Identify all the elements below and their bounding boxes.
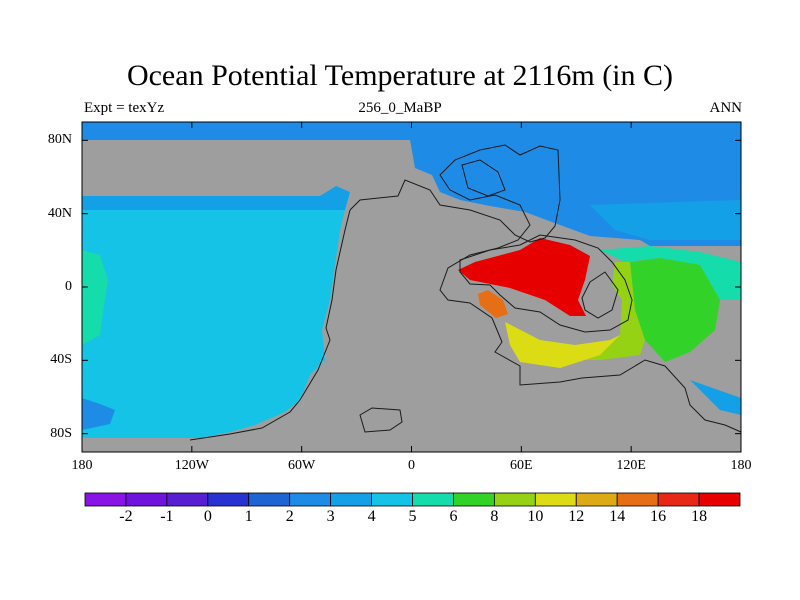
colorbar-box-10	[493, 492, 536, 507]
tethys-island-outline	[581, 271, 619, 319]
eastern-tethys-region	[630, 258, 720, 362]
colorbar-box-6	[330, 492, 372, 507]
colorbar-box-1	[125, 492, 168, 507]
lat-tick-label: 0	[65, 279, 72, 294]
lon-tick-label: 120E	[616, 458, 646, 473]
colorbar-box-14	[657, 492, 700, 507]
northern-mid-ocean-east	[590, 200, 741, 240]
lat-tick-label: 40N	[47, 205, 72, 221]
colorbar-box-0	[84, 492, 127, 507]
lat-tick-label: 40S	[50, 352, 72, 368]
tethys-inner-outline	[459, 234, 633, 333]
colorbar-box-5	[289, 492, 332, 507]
colorbar-level-label: 8	[490, 508, 499, 525]
colorbar-level-label: 1	[244, 508, 253, 525]
colorbar-level-label: 12	[568, 508, 585, 525]
colorbar-level-label: 16	[650, 508, 667, 525]
tethys-cove-region	[478, 290, 508, 318]
north-block-outline	[461, 159, 506, 197]
chart-title: Ocean Potential Temperature at 2116m (in…	[126, 59, 674, 92]
coastlines	[189, 144, 742, 441]
lon-tick-label: 120W	[174, 458, 209, 473]
lon-tick-label: 180	[71, 458, 93, 473]
colorbar-box-2	[166, 492, 209, 507]
northern-ocean-region	[82, 122, 741, 246]
southern-ocean-east	[690, 380, 741, 415]
colorbar-boxes	[84, 492, 741, 507]
colorbar-level-label: 10	[527, 508, 544, 525]
lon-tick-label: 0	[408, 458, 415, 473]
colorbar-level-label: -1	[160, 508, 174, 525]
colorbar-level-label: 14	[609, 508, 626, 525]
colorbar-level-label: 3	[326, 508, 335, 525]
tethys-northeast-region	[600, 246, 741, 300]
tethys-interior-region	[458, 238, 590, 316]
lon-tick-label: 60W	[288, 458, 316, 473]
colorbar-level-label: 2	[285, 508, 294, 525]
colorbar-box-8	[412, 492, 454, 507]
colorbar-box-15	[698, 492, 741, 507]
pangaea-outline	[189, 144, 742, 441]
colorbar-level-label: 6	[449, 508, 458, 525]
lon-tick-label: 180	[730, 458, 752, 473]
southern-block-outline	[359, 407, 403, 433]
axis-ticks	[81, 122, 742, 452]
colorbar-box-3	[207, 492, 250, 507]
panthalassa-region	[82, 210, 345, 438]
tethys-margin-region	[580, 262, 645, 360]
lat-tick-label: 80N	[47, 132, 72, 148]
colorbar-box-7	[371, 492, 413, 507]
colorbar-box-11	[534, 492, 577, 507]
colorbar-box-12	[575, 492, 618, 507]
lon-tick-label: 60E	[510, 458, 533, 473]
southern-tethys-region	[505, 322, 620, 368]
colorbar-level-label: -2	[119, 508, 133, 525]
colorbar-level-label: 4	[367, 508, 376, 525]
colorbar-level-label: 5	[408, 508, 417, 525]
southern-ocean-region	[82, 398, 115, 430]
colorbar-level-label: 18	[691, 508, 708, 525]
colorbar-box-13	[616, 492, 659, 507]
lat-tick-label: 80S	[50, 425, 72, 441]
colorbar-level-label: 0	[203, 508, 212, 525]
season-label: ANN	[709, 100, 743, 116]
time-label: 256_0_MaBP	[358, 100, 442, 116]
panthalassa-west-region	[82, 250, 108, 345]
colorbar-box-4	[248, 492, 291, 507]
colorbar-box-9	[453, 492, 495, 507]
northern-mid-ocean-region	[82, 186, 350, 210]
experiment-label: Expt = texYz	[84, 100, 165, 116]
